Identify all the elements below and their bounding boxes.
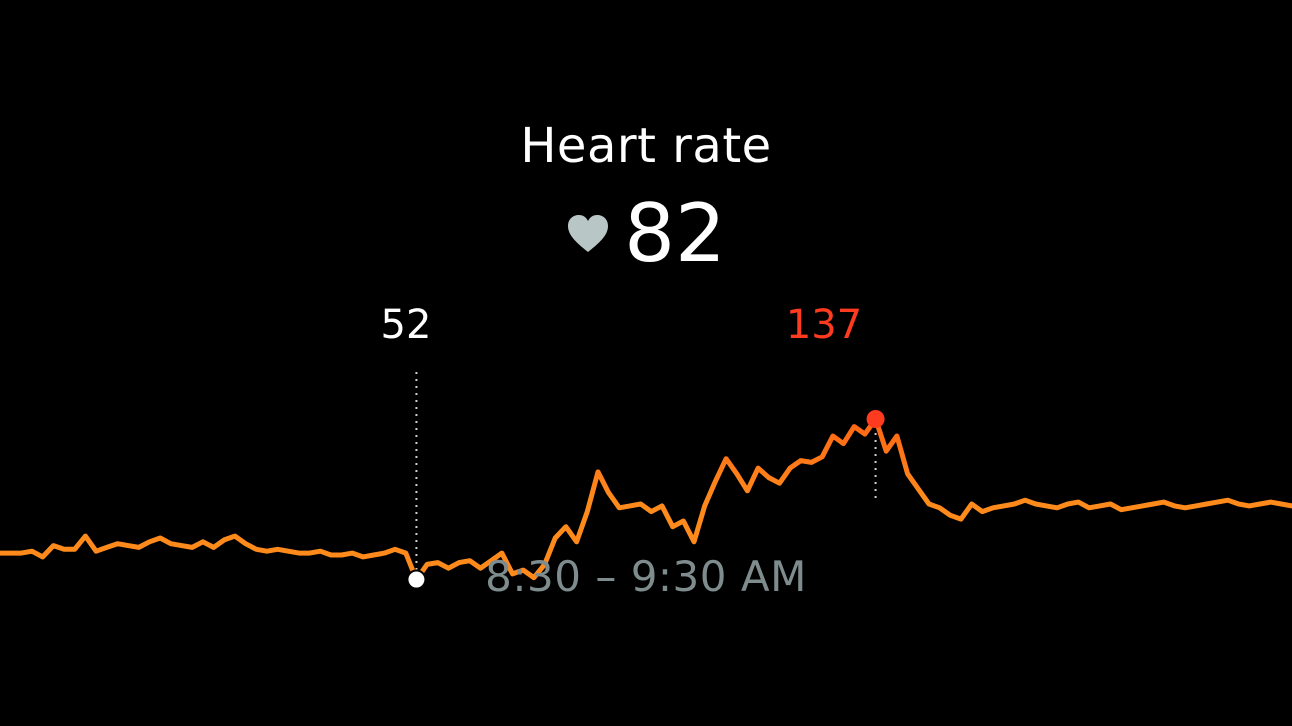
min-value-label: 52 xyxy=(380,302,432,348)
page-title: Heart rate xyxy=(520,118,772,174)
max-point xyxy=(866,410,885,428)
current-value: 82 xyxy=(624,187,726,280)
heart-rate-line xyxy=(0,416,1292,583)
current-heart-rate: 82 xyxy=(0,194,1292,274)
max-value-label: 137 xyxy=(785,302,863,348)
min-point xyxy=(406,569,427,590)
time-range-label: 8:30 – 9:30 AM xyxy=(485,552,807,601)
heart-icon xyxy=(566,214,610,254)
